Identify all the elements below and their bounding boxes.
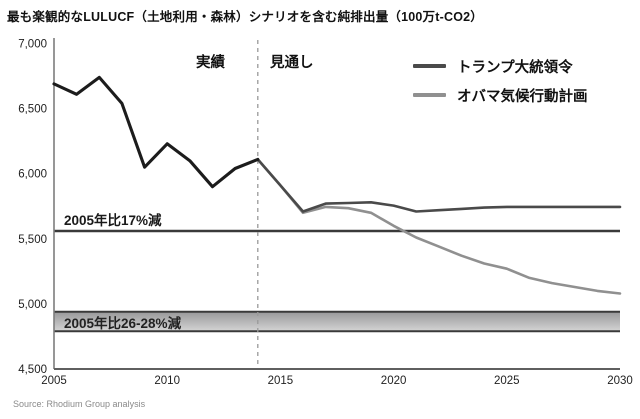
outlook-period-label: 見通し: [270, 55, 314, 71]
x-tick-label: 2030: [607, 375, 633, 387]
x-tick-label: 2020: [381, 375, 407, 387]
y-tick-label: 6,500: [18, 104, 47, 116]
source-note: Source: Rhodium Group analysis: [13, 399, 146, 409]
y-tick-label: 6,000: [18, 169, 47, 181]
x-tick-label: 2010: [154, 375, 180, 387]
legend-label-obama: オバマ気候行動計画: [457, 88, 588, 105]
y-tick-label: 7,000: [18, 39, 47, 51]
legend-item-trump: トランプ大統領令: [413, 55, 588, 77]
y-tick-label: 5,500: [18, 234, 47, 246]
actual-period-label: 実績: [196, 55, 225, 71]
reduction-17pct-label: 2005年比17%減: [64, 213, 162, 228]
legend-label-trump: トランプ大統領令: [457, 59, 573, 76]
reduction-26-28pct-label: 2005年比26-28%減: [64, 316, 182, 331]
series-line: [256, 158, 622, 213]
reference-band: [54, 311, 620, 332]
obama-line-swatch-icon: [413, 93, 446, 97]
x-tick-label: 2025: [494, 375, 520, 387]
series-line: [52, 75, 260, 189]
y-tick-label: 4,500: [18, 364, 47, 376]
y-tick-label: 5,000: [18, 299, 47, 311]
trump-line-swatch-icon: [413, 64, 446, 68]
chart-legend: トランプ大統領令 オバマ気候行動計画: [413, 55, 588, 113]
x-tick-label: 2005: [41, 375, 67, 387]
x-tick-label: 2015: [268, 375, 294, 387]
chart-title: 最も楽観的なLULUCF（土地利用・森林）シナリオを含む純排出量（100万t-C…: [7, 10, 483, 24]
legend-item-obama: オバマ気候行動計画: [413, 84, 588, 106]
series-line: [256, 158, 622, 295]
